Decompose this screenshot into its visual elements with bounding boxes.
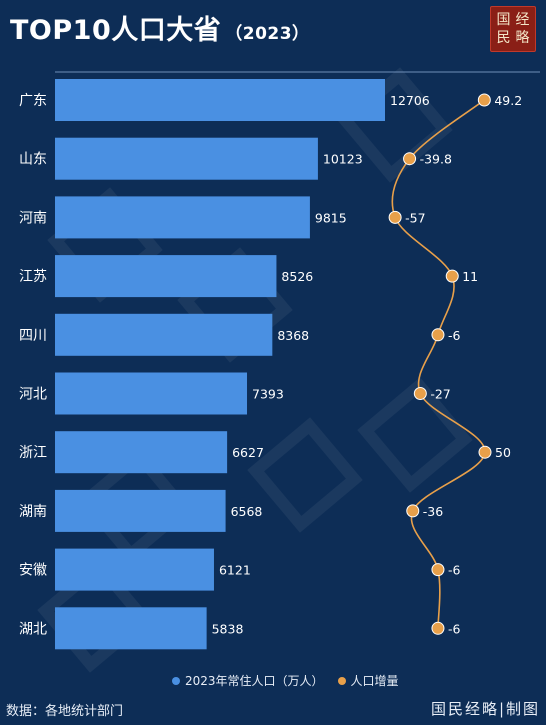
increase-point (406, 504, 420, 518)
bar (55, 431, 228, 474)
increase-value-label: -6 (448, 621, 461, 636)
increase-point (445, 269, 459, 283)
logo-char: 经 (515, 12, 530, 28)
footer-brand: 国民经略|制图 (430, 700, 540, 718)
increase-value-label: 49.2 (494, 93, 522, 108)
increase-point (478, 445, 492, 459)
population-chart: 广东 12706 山东 10123 河南 9815 江苏 8526 四川 8368 河北 7393 浙江… (19, 71, 540, 650)
increase-value-label: -36 (423, 504, 443, 519)
logo-char: 国 (496, 12, 511, 28)
category-label: 湖南 (19, 504, 47, 520)
bar-value-label: 8526 (281, 269, 313, 284)
increase-point (431, 563, 445, 577)
increase-point (413, 387, 427, 400)
title-text: TOP10人口大省 (10, 15, 222, 46)
increase-point (431, 328, 445, 342)
increase-value-label: -6 (448, 328, 461, 343)
brand-logo: 国 经 民 略 (490, 6, 536, 52)
bar-value-label: 5838 (212, 621, 244, 636)
bar-value-label: 6627 (232, 445, 264, 460)
category-label: 四川 (19, 328, 47, 344)
chart-legend: 2023年常住人口（万人） 人口增量 (172, 672, 399, 689)
bar (55, 313, 273, 356)
bar-value-label: 10123 (323, 152, 363, 167)
bar (55, 79, 385, 121)
bar-value-label: 9815 (315, 210, 347, 225)
bar (55, 489, 226, 532)
category-label: 河南 (19, 210, 47, 226)
data-source: 数据：各地统计部门 (6, 704, 124, 719)
bar-value-label: 8368 (277, 328, 309, 343)
bar-value-label: 12706 (390, 93, 430, 108)
legend-label-population: 2023年常住人口（万人） (185, 674, 324, 688)
legend-item-increase: 人口增量 (337, 672, 399, 689)
increase-value-label: 50 (495, 445, 511, 460)
bar (55, 196, 310, 239)
increase-series-line (391, 99, 486, 629)
increase-point (431, 621, 445, 635)
category-label: 湖北 (19, 621, 47, 637)
bar (55, 607, 207, 650)
bar-value-label: 7393 (252, 387, 284, 402)
bar-value-label: 6121 (219, 563, 251, 578)
increase-point (403, 152, 417, 166)
bar (55, 137, 318, 180)
category-label: 安徽 (19, 563, 47, 579)
increase-value-label: -39.8 (420, 152, 452, 167)
category-label: 河北 (19, 387, 47, 403)
legend-swatch-increase (337, 676, 346, 685)
bar (55, 372, 248, 415)
category-label: 浙江 (19, 445, 47, 461)
legend-label-increase: 人口增量 (350, 674, 399, 688)
bar-value-label: 6568 (231, 504, 263, 519)
increase-point (477, 93, 491, 107)
bar (55, 548, 214, 591)
increase-value-label: -27 (430, 387, 450, 402)
title-year: （2023） (225, 24, 310, 44)
category-label: 山东 (19, 152, 47, 168)
legend-item-population: 2023年常住人口（万人） (172, 672, 324, 689)
category-label: 江苏 (19, 269, 47, 285)
bar (55, 255, 277, 298)
legend-swatch-population (172, 676, 180, 685)
logo-char: 民 (496, 30, 511, 46)
increase-value-label: -6 (448, 563, 461, 578)
logo-char: 略 (515, 30, 530, 46)
category-label: 广东 (19, 93, 47, 109)
increase-value-label: 11 (462, 269, 478, 284)
increase-value-label: -57 (405, 210, 425, 225)
page-title: TOP10人口大省 （2023） (10, 8, 310, 47)
increase-point (388, 210, 402, 224)
